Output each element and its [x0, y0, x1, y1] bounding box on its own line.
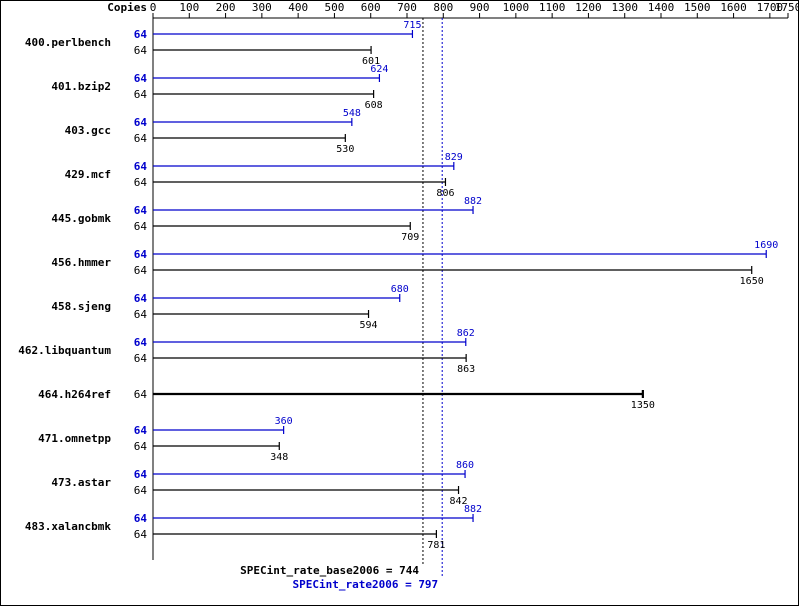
- benchmark-label: 403.gcc: [65, 124, 111, 137]
- chart-border: [1, 1, 799, 606]
- copies-peak: 64: [134, 160, 148, 173]
- base-value-label: 863: [457, 364, 475, 375]
- x-axis-tick-label: 1400: [648, 1, 675, 14]
- copies-base: 64: [134, 132, 148, 145]
- x-axis-tick-label: 1000: [503, 1, 530, 14]
- copies-base: 64: [134, 264, 148, 277]
- peak-value-label: 548: [343, 108, 361, 119]
- copies-base: 64: [134, 388, 148, 401]
- benchmark-label: 429.mcf: [65, 168, 111, 181]
- x-axis-tick-label: 0: [150, 1, 157, 14]
- x-axis-tick-label: 800: [433, 1, 453, 14]
- base-value-label: 709: [401, 232, 419, 243]
- base-value-label: 781: [427, 540, 445, 551]
- x-axis-tick-label: 700: [397, 1, 417, 14]
- x-axis-tick-label: 1750: [775, 1, 799, 14]
- base-value-label: 530: [336, 144, 354, 155]
- base-value-label: 348: [270, 452, 288, 463]
- peak-value-label: 860: [456, 460, 474, 471]
- benchmark-label: 483.xalancbmk: [25, 520, 111, 533]
- copies-peak: 64: [134, 116, 148, 129]
- benchmark-label: 458.sjeng: [51, 300, 111, 313]
- copies-base: 64: [134, 88, 148, 101]
- benchmark-label: 445.gobmk: [51, 212, 111, 225]
- x-axis-tick-label: 1300: [611, 1, 638, 14]
- base-value-label: 1350: [631, 400, 655, 411]
- benchmark-label: 473.astar: [51, 476, 111, 489]
- peak-value-label: 715: [403, 20, 421, 31]
- copies-peak: 64: [134, 336, 148, 349]
- peak-value-label: 360: [275, 416, 293, 427]
- x-axis-tick-label: 300: [252, 1, 272, 14]
- summary-peak-label: SPECint_rate2006 = 797: [292, 578, 438, 591]
- x-axis-tick-label: 1600: [720, 1, 747, 14]
- summary-base-label: SPECint_rate_base2006 = 744: [240, 564, 419, 577]
- x-axis-tick-label: 500: [324, 1, 344, 14]
- copies-base: 64: [134, 176, 148, 189]
- peak-value-label: 882: [464, 504, 482, 515]
- copies-peak: 64: [134, 248, 148, 261]
- copies-base: 64: [134, 308, 148, 321]
- copies-header: Copies: [107, 1, 147, 14]
- x-axis-tick-label: 1200: [575, 1, 602, 14]
- copies-peak: 64: [134, 512, 148, 525]
- benchmark-label: 401.bzip2: [51, 80, 111, 93]
- benchmark-label: 456.hmmer: [51, 256, 111, 269]
- x-axis-tick-label: 900: [470, 1, 490, 14]
- copies-base: 64: [134, 484, 148, 497]
- copies-base: 64: [134, 220, 148, 233]
- copies-peak: 64: [134, 468, 148, 481]
- base-value-label: 1650: [740, 276, 764, 287]
- copies-base: 64: [134, 44, 148, 57]
- peak-value-label: 624: [370, 64, 388, 75]
- peak-value-label: 862: [457, 328, 475, 339]
- copies-peak: 64: [134, 204, 148, 217]
- x-axis-tick-label: 600: [361, 1, 381, 14]
- x-axis-tick-label: 100: [179, 1, 199, 14]
- copies-peak: 64: [134, 424, 148, 437]
- peak-value-label: 829: [445, 152, 463, 163]
- copies-base: 64: [134, 528, 148, 541]
- base-value-label: 594: [360, 320, 378, 331]
- peak-value-label: 1690: [754, 240, 778, 251]
- x-axis-tick-label: 200: [216, 1, 236, 14]
- spec-rate-chart: 0 100 200 300 400 500 600 700 800 900 1000 1100 1200…: [0, 0, 799, 606]
- x-axis-tick-label: 1100: [539, 1, 566, 14]
- copies-peak: 64: [134, 72, 148, 85]
- copies-peak: 64: [134, 292, 148, 305]
- benchmark-label: 400.perlbench: [25, 36, 111, 49]
- x-axis-tick-label: 400: [288, 1, 308, 14]
- copies-base: 64: [134, 352, 148, 365]
- base-value-label: 608: [365, 100, 383, 111]
- base-value-label: 806: [436, 188, 454, 199]
- x-axis-tick-label: 1500: [684, 1, 711, 14]
- benchmark-label: 462.libquantum: [18, 344, 111, 357]
- peak-value-label: 680: [391, 284, 409, 295]
- benchmark-label: 471.omnetpp: [38, 432, 111, 445]
- benchmark-label: 464.h264ref: [38, 388, 111, 401]
- copies-base: 64: [134, 440, 148, 453]
- copies-peak: 64: [134, 28, 148, 41]
- peak-value-label: 882: [464, 196, 482, 207]
